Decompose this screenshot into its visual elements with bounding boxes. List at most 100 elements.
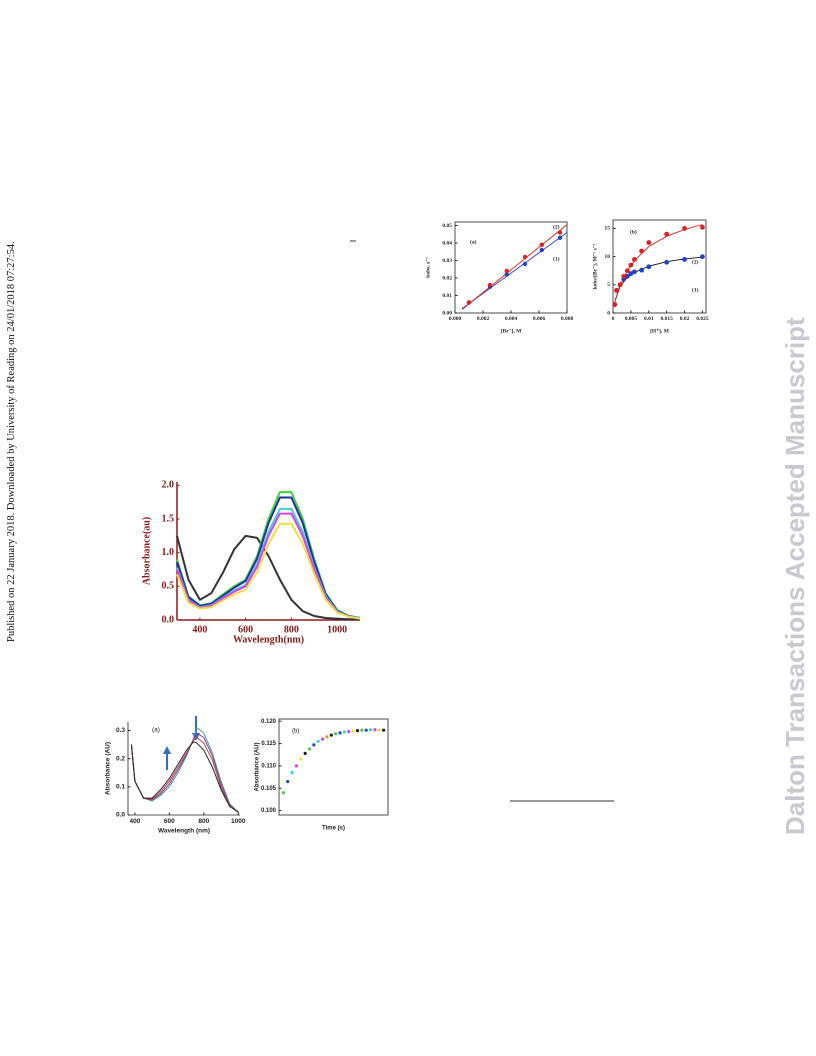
plot-frame [278, 718, 389, 816]
y-axis-label: kobs, s⁻¹ [425, 257, 431, 278]
data-point [316, 739, 320, 743]
chart: 0 0.005 0.01 0.015 0.02 0.025 0 5 10 15 [H⁺], M kob… [592, 219, 709, 334]
y-axis-label: Absorbance(au) [141, 517, 152, 585]
spectrum-line [130, 732, 239, 813]
x-tick-label: 0.01 [644, 316, 654, 322]
y-tick-label: 1.0 [162, 547, 175, 558]
y-tick-label: 0.100 [261, 808, 277, 814]
y-tick-label: 0.3 [116, 727, 125, 734]
y-tick-label: 5 [607, 282, 610, 288]
y-tick-label: 0.01 [442, 293, 452, 299]
data-point [299, 757, 303, 761]
data-point [338, 731, 342, 735]
data-point [290, 770, 294, 775]
y-tick-label: 0.02 [442, 275, 452, 281]
data-point [632, 269, 637, 275]
plot-frame [454, 221, 568, 314]
data-point [307, 747, 312, 751]
data-point [664, 259, 670, 265]
spectrum-line [176, 522, 361, 620]
data-point [303, 751, 307, 755]
y-axis-label: kobs/[Br⁻], M⁻¹ s⁻¹ [592, 243, 598, 289]
data-point [329, 733, 333, 737]
data-point [286, 779, 290, 784]
data-point [364, 728, 368, 732]
annotation: (a) [470, 238, 477, 245]
x-tick-label: 0.000 [449, 316, 462, 322]
y-tick-label: 0.5 [162, 581, 175, 592]
data-point [342, 730, 346, 734]
x-axis-label: Time (s) [322, 826, 345, 832]
data-point [522, 254, 528, 260]
series-label: (2) [692, 258, 699, 265]
data-point [334, 732, 338, 736]
series-label: (1) [553, 255, 560, 262]
data-point [624, 268, 630, 274]
x-tick-label: 0.005 [625, 316, 638, 322]
y-axis-label: Absorbance (AU) [105, 742, 112, 795]
annotation: (b) [630, 228, 637, 235]
data-point [355, 729, 360, 733]
x-tick-label: 0.02 [680, 316, 690, 322]
data-point [621, 273, 627, 279]
data-point [368, 728, 373, 732]
data-point [312, 743, 316, 747]
y-axis-label: Absorbance (AU) [255, 742, 261, 791]
data-point [522, 261, 528, 267]
x-axis-label: Wavelength (nm) [158, 828, 210, 835]
data-point [360, 728, 364, 732]
chart: 400 600 800 1000 0.0 0.5 1.0 1.5 2.0 Wavelength(n… [141, 480, 361, 645]
y-tick-label: 0 [607, 310, 610, 316]
spectrum-line [176, 534, 360, 621]
arrow-up [163, 746, 171, 770]
y-tick-label: 10 [605, 254, 611, 260]
y-tick-label: 0.00 [442, 310, 452, 316]
data-point [664, 231, 670, 237]
data-point [504, 268, 509, 274]
arrow-down [192, 716, 200, 741]
data-point [373, 728, 377, 732]
data-point [347, 729, 351, 734]
x-tick-label: 0 [612, 316, 615, 322]
data-point [646, 240, 652, 245]
data-point [539, 242, 544, 247]
y-tick-label: 0.05 [442, 223, 452, 229]
data-point [624, 273, 630, 279]
data-point [281, 791, 285, 795]
fit-line [614, 224, 703, 302]
chart: 0.100 0.105 0.110 0.115 0.120 Time (s) Absorba… [255, 718, 389, 832]
y-tick-label: 0.120 [261, 719, 277, 725]
y-tick-label: 1.5 [162, 513, 175, 524]
chart: 0.000 0.002 0.004 0.006 0.008 0.00 0.01 0.02 0.0… [425, 221, 573, 334]
x-tick-label: 600 [238, 624, 253, 635]
x-tick-label: 0.006 [533, 316, 546, 322]
fit-line [614, 256, 703, 302]
annotation: (b) [292, 729, 299, 735]
y-tick-label: 0.2 [116, 755, 125, 762]
data-point [682, 257, 687, 262]
data-point [487, 282, 493, 288]
y-tick-label: 0.110 [261, 763, 276, 769]
data-point [377, 728, 381, 732]
data-point [557, 230, 563, 235]
data-point [682, 226, 687, 231]
x-tick-label: 0.004 [505, 316, 518, 322]
x-axis-label: [Br⁻], M [501, 328, 522, 334]
y-tick-label: 2.0 [162, 480, 175, 491]
data-point [700, 224, 705, 230]
data-point [294, 764, 299, 768]
y-tick-label: 0.04 [442, 240, 452, 246]
spectrum-line [176, 512, 361, 620]
x-tick-label: 0.002 [477, 316, 490, 322]
x-tick-label: 400 [129, 818, 140, 825]
y-tick-label: 0.105 [261, 786, 277, 792]
data-point [612, 302, 618, 307]
x-tick-label: 1000 [327, 624, 347, 635]
spectrum-line [130, 737, 239, 813]
data-point [700, 254, 705, 260]
chart: 400 600 800 1000 0.0 0.1 0.2 0.3 Wavelength (nm)… [105, 722, 246, 835]
x-tick-label: 600 [164, 818, 175, 825]
x-axis-label: Wavelength(nm) [233, 634, 304, 645]
